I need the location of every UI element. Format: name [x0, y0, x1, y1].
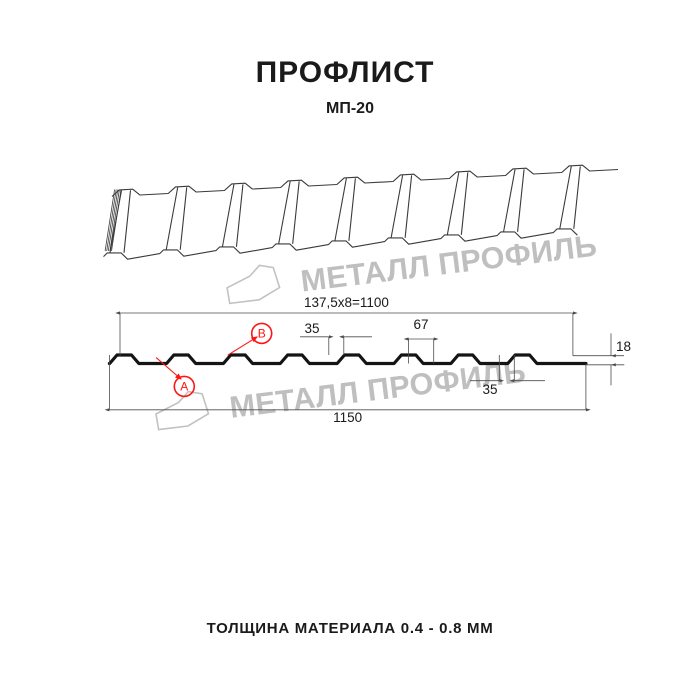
svg-text:1150: 1150 [333, 410, 362, 425]
svg-text:18: 18 [616, 339, 631, 354]
svg-text:A: A [180, 379, 188, 393]
svg-text:МЕТАЛЛ ПРОФИЛЬ: МЕТАЛЛ ПРОФИЛЬ [299, 229, 599, 299]
svg-text:67: 67 [413, 317, 428, 332]
svg-text:35: 35 [482, 382, 497, 397]
svg-text:137,5x8=1100: 137,5x8=1100 [304, 295, 389, 310]
svg-text:35: 35 [304, 321, 319, 336]
svg-text:B: B [258, 326, 266, 340]
